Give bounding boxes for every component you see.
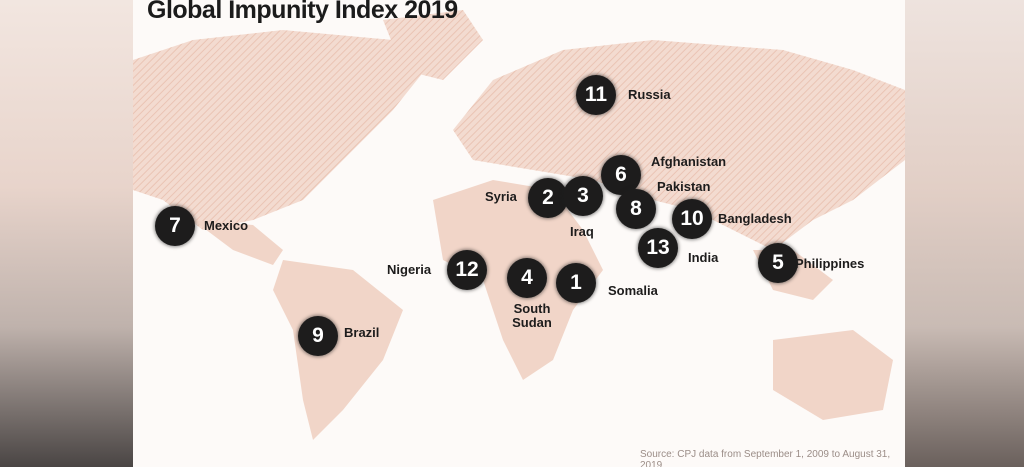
rank-marker: 4 <box>507 258 547 298</box>
country-label: Russia <box>628 87 671 102</box>
continents <box>133 10 905 440</box>
country-label: Somalia <box>608 283 658 298</box>
blurred-background-left <box>0 0 133 467</box>
country-label: Bangladesh <box>718 211 792 226</box>
rank-marker: 11 <box>576 75 616 115</box>
rank-marker: 12 <box>447 250 487 290</box>
rank-marker: 9 <box>298 316 338 356</box>
country-label: India <box>688 250 719 265</box>
country-label: Nigeria <box>387 262 432 277</box>
central-america <box>193 220 283 265</box>
country-label: Pakistan <box>657 179 711 194</box>
country-label: Philippines <box>795 256 865 271</box>
blurred-background-right <box>905 0 1024 467</box>
source-note: Source: CPJ data from September 1, 2009 … <box>640 449 891 467</box>
world-map: Global Impunity Index 2019 1 Somalia 2 Syri… <box>133 0 905 467</box>
north-america <box>133 30 433 230</box>
rank-marker: 13 <box>638 228 678 268</box>
rank-marker: 2 <box>528 178 568 218</box>
australia <box>773 330 893 420</box>
rank-marker: 7 <box>155 206 195 246</box>
country-label: Brazil <box>344 325 380 340</box>
country-label: South Sudan <box>512 301 552 331</box>
country-label: Syria <box>485 189 517 204</box>
rank-marker: 10 <box>672 199 712 239</box>
greenland <box>383 10 483 80</box>
rank-marker: 6 <box>601 155 641 195</box>
europe-asia <box>453 40 905 250</box>
country-label: Iraq <box>570 224 594 239</box>
rank-marker: 8 <box>616 189 656 229</box>
country-label: Mexico <box>204 218 249 233</box>
rank-marker: 1 <box>556 263 596 303</box>
map-title: Global Impunity Index 2019 <box>147 0 458 24</box>
south-america <box>273 260 403 440</box>
rank-marker: 3 <box>563 176 603 216</box>
rank-marker: 5 <box>758 243 798 283</box>
country-label: Afghanistan <box>651 154 727 169</box>
